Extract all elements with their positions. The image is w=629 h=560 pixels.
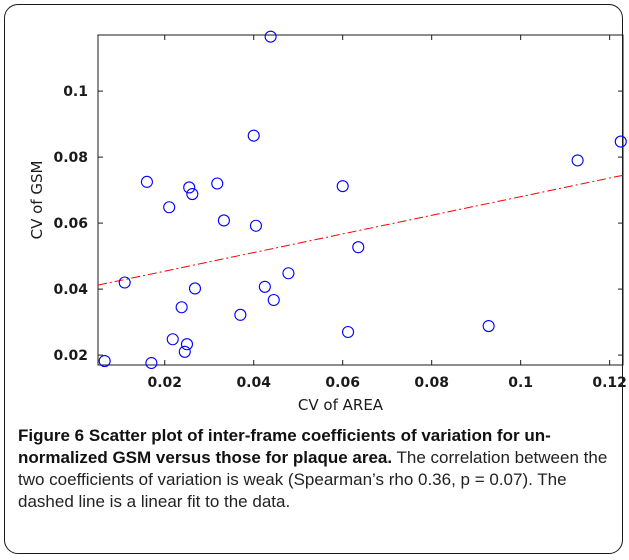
linear-fit-line — [97, 174, 624, 286]
data-point — [180, 338, 194, 351]
y-tick-label: 0.1 — [63, 84, 88, 100]
data-point — [282, 267, 295, 280]
data-point — [336, 180, 349, 193]
data-points — [98, 30, 627, 370]
data-point — [163, 201, 176, 214]
figure-label: Figure 6 — [18, 426, 85, 445]
scatter-plot: 0.020.040.060.080.1 0.02 0.04 0.06 0.08 0.1 0… — [28, 30, 627, 414]
data-point — [217, 214, 230, 227]
x-tick-label: 0.02 — [147, 375, 182, 391]
data-point — [614, 135, 627, 148]
data-point — [183, 181, 196, 194]
data-point — [140, 175, 153, 188]
y-tick-label: 0.06 — [53, 216, 88, 232]
x-axis-label: CV of AREA — [298, 396, 384, 414]
caption-body: The correlation between the two coeffici… — [18, 448, 608, 511]
data-point — [352, 241, 365, 254]
data-point — [145, 356, 158, 370]
x-tick-label: 0.12 — [592, 375, 627, 391]
x-tick-label: 0.04 — [236, 375, 271, 391]
x-tick-label: 0.08 — [414, 375, 449, 391]
data-point — [258, 280, 271, 293]
data-point — [211, 177, 224, 190]
figure-caption: Figure 6 Scatter plot of inter-frame coe… — [18, 425, 608, 513]
data-point — [341, 325, 355, 339]
y-tick-label: 0.04 — [53, 282, 88, 298]
data-point — [166, 333, 179, 346]
data-point — [175, 301, 188, 314]
data-point — [267, 293, 280, 307]
figure-title: Scatter plot of inter-frame coefficients… — [18, 426, 551, 467]
data-point — [178, 345, 191, 358]
figure-frame — [4, 4, 623, 554]
data-point — [264, 30, 277, 43]
data-point — [482, 320, 495, 333]
y-axis-ticks: 0.02 0.04 0.06 0.08 0.1 — [53, 84, 623, 364]
data-point — [571, 154, 584, 167]
x-tick-label: 0.06 — [325, 375, 360, 391]
x-axis-ticks: 0.02 0.04 0.06 0.08 0.1 0.12 — [147, 35, 627, 391]
data-point — [188, 282, 202, 295]
y-tick-label: 0.08 — [53, 150, 88, 166]
data-point — [98, 354, 111, 368]
x-tick-label: 0.1 — [508, 375, 533, 391]
data-point — [247, 129, 260, 142]
data-point — [234, 308, 247, 321]
data-point — [186, 188, 199, 201]
data-point — [118, 276, 131, 289]
y-tick-label: 0.02 — [53, 348, 88, 364]
data-point — [249, 219, 262, 232]
plot-area — [97, 34, 624, 366]
y-axis-label: CV of GSM — [28, 161, 46, 240]
